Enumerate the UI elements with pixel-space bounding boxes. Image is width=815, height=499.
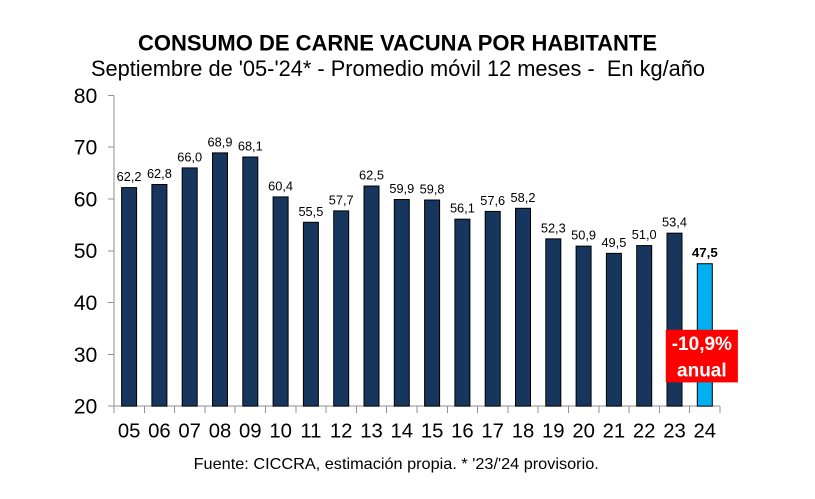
svg-text:-10,9%: -10,9% <box>672 334 732 355</box>
svg-text:21: 21 <box>603 421 626 443</box>
svg-text:07: 07 <box>178 421 201 443</box>
svg-text:18: 18 <box>512 421 535 443</box>
svg-text:47,5: 47,5 <box>692 245 718 260</box>
svg-text:17: 17 <box>481 421 504 443</box>
svg-text:62,2: 62,2 <box>117 169 142 184</box>
svg-text:56,1: 56,1 <box>450 201 475 216</box>
svg-text:59,8: 59,8 <box>420 182 445 197</box>
svg-text:30: 30 <box>74 344 98 367</box>
svg-text:Septiembre de '05-'24* - Prome: Septiembre de '05-'24* - Promedio móvil … <box>91 56 705 81</box>
svg-text:80: 80 <box>74 85 98 108</box>
svg-text:51,0: 51,0 <box>632 227 657 242</box>
svg-text:12: 12 <box>330 421 353 443</box>
svg-text:59,9: 59,9 <box>389 181 414 196</box>
svg-text:49,5: 49,5 <box>601 235 626 250</box>
svg-text:68,1: 68,1 <box>238 139 263 154</box>
svg-text:68,9: 68,9 <box>208 134 233 149</box>
svg-text:70: 70 <box>74 137 98 160</box>
svg-text:55,5: 55,5 <box>298 204 323 219</box>
svg-text:CONSUMO DE CARNE VACUNA POR HA: CONSUMO DE CARNE VACUNA POR HABITANTE <box>138 31 657 56</box>
svg-text:10: 10 <box>269 421 292 443</box>
svg-text:62,5: 62,5 <box>359 168 384 183</box>
svg-text:06: 06 <box>148 421 171 443</box>
svg-text:50,9: 50,9 <box>571 228 596 243</box>
svg-text:62,8: 62,8 <box>147 166 172 181</box>
svg-text:20: 20 <box>74 396 98 419</box>
svg-text:14: 14 <box>391 421 414 443</box>
svg-text:22: 22 <box>633 421 656 443</box>
svg-text:16: 16 <box>451 421 474 443</box>
svg-text:15: 15 <box>421 421 444 443</box>
svg-text:66,0: 66,0 <box>177 149 202 164</box>
svg-text:50: 50 <box>74 240 98 263</box>
svg-text:Fuente: CICCRA, estimación pro: Fuente: CICCRA, estimación propia. * '23… <box>194 456 599 473</box>
svg-text:13: 13 <box>360 421 383 443</box>
svg-text:11: 11 <box>300 421 321 443</box>
svg-text:60,4: 60,4 <box>268 178 293 193</box>
svg-text:40: 40 <box>74 292 98 315</box>
svg-text:08: 08 <box>209 421 232 443</box>
svg-text:53,4: 53,4 <box>662 215 687 230</box>
svg-text:23: 23 <box>663 421 686 443</box>
svg-text:60: 60 <box>74 188 98 211</box>
svg-text:52,3: 52,3 <box>541 220 566 235</box>
svg-text:20: 20 <box>572 421 595 443</box>
svg-text:58,2: 58,2 <box>511 190 536 205</box>
svg-text:24: 24 <box>694 421 717 443</box>
svg-text:09: 09 <box>239 421 262 443</box>
svg-text:19: 19 <box>542 421 565 443</box>
svg-text:anual: anual <box>677 360 727 381</box>
svg-text:57,7: 57,7 <box>329 192 354 207</box>
svg-text:57,6: 57,6 <box>480 193 505 208</box>
svg-text:05: 05 <box>118 421 141 443</box>
